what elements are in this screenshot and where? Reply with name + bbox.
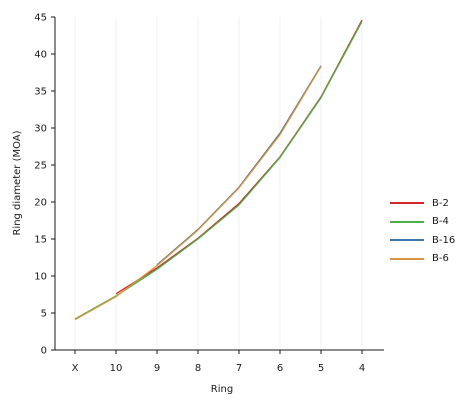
x-tick-label: 5 (318, 363, 324, 374)
legend-item-b-16: B-16 (390, 231, 455, 250)
legend-swatch (390, 239, 424, 242)
y-tick-label: 15 (34, 235, 47, 246)
x-tick-label: 9 (154, 363, 160, 374)
y-tick-label: 25 (34, 161, 47, 172)
y-tick-label: 30 (34, 124, 47, 135)
legend-label: B-4 (432, 216, 449, 228)
x-tick-label: 6 (277, 363, 283, 374)
legend-swatch (390, 220, 424, 223)
y-tick-label: 20 (34, 198, 47, 209)
legend-item-b-2: B-2 (390, 194, 455, 213)
legend-label: B-2 (432, 197, 449, 209)
series-lines (74, 19, 363, 321)
y-tick-label: 5 (41, 309, 47, 320)
legend-item-b-6: B-6 (390, 250, 455, 269)
y-tick-label: 40 (34, 50, 47, 61)
x-tick-label: 7 (236, 363, 242, 374)
x-tick-label: 10 (110, 363, 123, 374)
y-tick-label: 45 (34, 13, 47, 24)
y-tick-label: 35 (34, 87, 47, 98)
grid (74, 17, 363, 350)
legend-swatch (390, 257, 424, 260)
y-tick-label: 10 (34, 272, 47, 283)
x-tick-label: X (72, 363, 79, 374)
series-line-b-6 (74, 66, 322, 321)
axes: 0 5 10 15 20 25 30 35 40 45 X 10 9 8 7 6 5 4 (34, 13, 384, 374)
x-tick-label: 8 (195, 363, 201, 374)
legend-item-b-4: B-4 (390, 213, 455, 232)
legend-label: B-16 (432, 234, 456, 246)
legend-label: B-6 (432, 253, 449, 265)
x-tick-label: 4 (359, 363, 365, 374)
legend-swatch (390, 202, 424, 205)
legend: B-2 B-4 B-16 B-6 (390, 194, 455, 268)
y-tick-label: 0 (41, 346, 47, 357)
series-line-b-4 (74, 21, 363, 320)
x-axis-label: Ring (211, 384, 233, 395)
y-axis-label: Ring diameter (MOA) (12, 130, 23, 235)
